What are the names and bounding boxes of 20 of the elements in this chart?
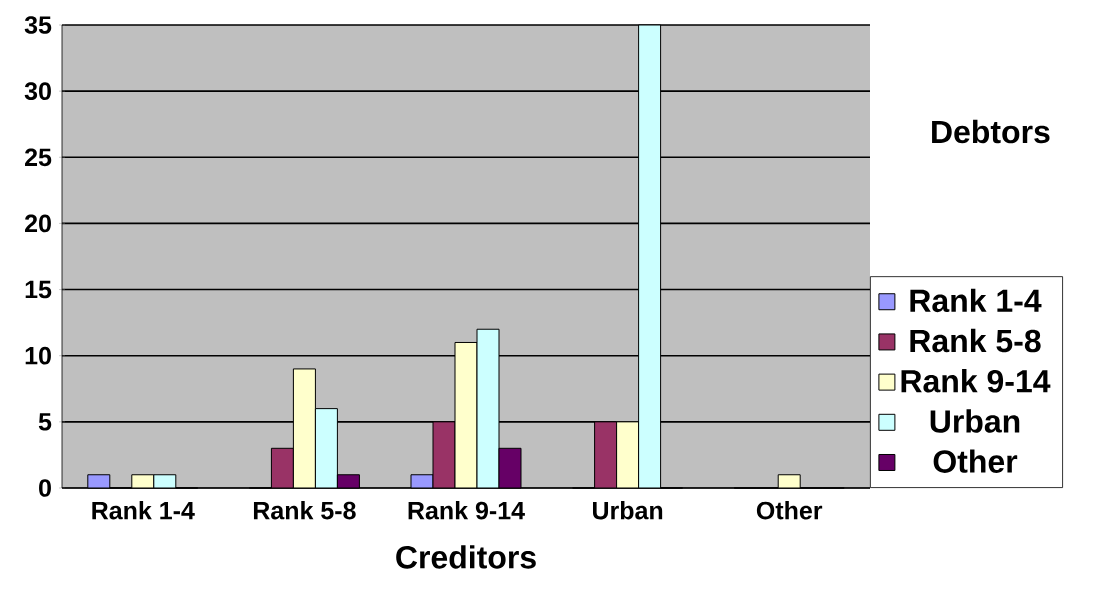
y-tick-label: 15 [25,280,52,299]
y-tick-label: 25 [25,148,52,167]
y-tick-label: 10 [25,346,51,365]
x-axis-title: Creditors [396,545,536,569]
x-tick-label: Rank 1-4 [92,501,195,520]
y-tick-label: 0 [39,479,51,497]
x-tick-label: Urban [593,501,663,520]
legend-label: Urban [930,409,1020,433]
legend-label: Rank 9-14 [901,369,1051,393]
x-tick-label: Rank 9-14 [408,501,525,520]
y-tick-label: 5 [38,413,52,431]
y-tick-label: 30 [24,82,51,100]
y-tick-label: 20 [25,214,51,233]
x-tick-label: Rank 5-8 [253,501,356,520]
legend-label: Other [933,449,1018,473]
legend-title: Debtors [932,119,1050,144]
legend-label: Rank 5-8 [910,328,1041,353]
y-tick-label: 35 [24,16,52,34]
x-tick-label: Other [756,501,823,520]
legend-label: Rank 1-4 [910,288,1042,313]
